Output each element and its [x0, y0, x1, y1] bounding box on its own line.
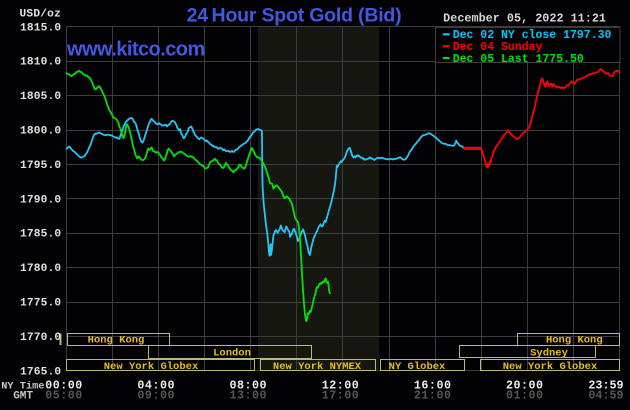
svg-text:21:00: 21:00: [414, 389, 452, 403]
svg-text:1785.0: 1785.0: [20, 229, 61, 241]
svg-text:12:00: 12:00: [322, 379, 360, 393]
svg-text:1780.0: 1780.0: [20, 263, 61, 275]
svg-text:17:00: 17:00: [322, 389, 360, 403]
svg-text:1815.0: 1815.0: [20, 22, 61, 34]
svg-text:New York Globex: New York Globex: [104, 361, 199, 373]
svg-text:01:00: 01:00: [506, 389, 544, 403]
svg-text:00:00: 00:00: [45, 379, 83, 393]
svg-text:09:00: 09:00: [137, 389, 175, 403]
svg-text:NY Time: NY Time: [1, 381, 44, 393]
svg-text:New York Globex: New York Globex: [503, 361, 598, 373]
svg-text:08:00: 08:00: [230, 379, 268, 393]
svg-text:December 05, 2022 11:21: December 05, 2022 11:21: [443, 12, 606, 26]
svg-text:20:00: 20:00: [506, 379, 544, 393]
svg-text:NY Globex: NY Globex: [389, 361, 446, 373]
svg-text:New York NYMEX: New York NYMEX: [273, 361, 362, 373]
svg-text:23:59: 23:59: [588, 379, 623, 393]
svg-text:Sydney: Sydney: [530, 347, 569, 359]
svg-text:1795.0: 1795.0: [20, 160, 61, 172]
svg-text:1805.0: 1805.0: [20, 91, 61, 103]
svg-text:16:00: 16:00: [414, 379, 452, 393]
svg-text:1800.0: 1800.0: [20, 126, 61, 138]
svg-text:04:59: 04:59: [588, 389, 623, 403]
svg-text:1770.0: 1770.0: [20, 332, 61, 344]
svg-text:13:00: 13:00: [230, 389, 268, 403]
svg-text:24 Hour Spot Gold (Bid): 24 Hour Spot Gold (Bid): [187, 5, 402, 27]
svg-text:1790.0: 1790.0: [20, 194, 61, 206]
svg-text:Dec 02 NY close 1797.30: Dec 02 NY close 1797.30: [453, 29, 612, 42]
svg-text:Dec 04 Sunday: Dec 04 Sunday: [453, 41, 543, 54]
svg-text:1810.0: 1810.0: [20, 57, 61, 69]
svg-text:Hong Kong: Hong Kong: [88, 334, 145, 346]
svg-text:1765.0: 1765.0: [20, 366, 61, 378]
svg-text:Hong Kong: Hong Kong: [546, 334, 603, 346]
svg-text:www.kitco.com: www.kitco.com: [66, 39, 205, 61]
svg-text:04:00: 04:00: [137, 379, 175, 393]
svg-text:1775.0: 1775.0: [20, 298, 61, 310]
svg-text:Dec 05 Last 1775.50: Dec 05 Last 1775.50: [453, 53, 584, 66]
svg-text:05:00: 05:00: [45, 389, 83, 403]
svg-text:London: London: [213, 348, 251, 360]
svg-text:USD/oz: USD/oz: [20, 9, 61, 21]
svg-text:GMT: GMT: [13, 391, 33, 403]
